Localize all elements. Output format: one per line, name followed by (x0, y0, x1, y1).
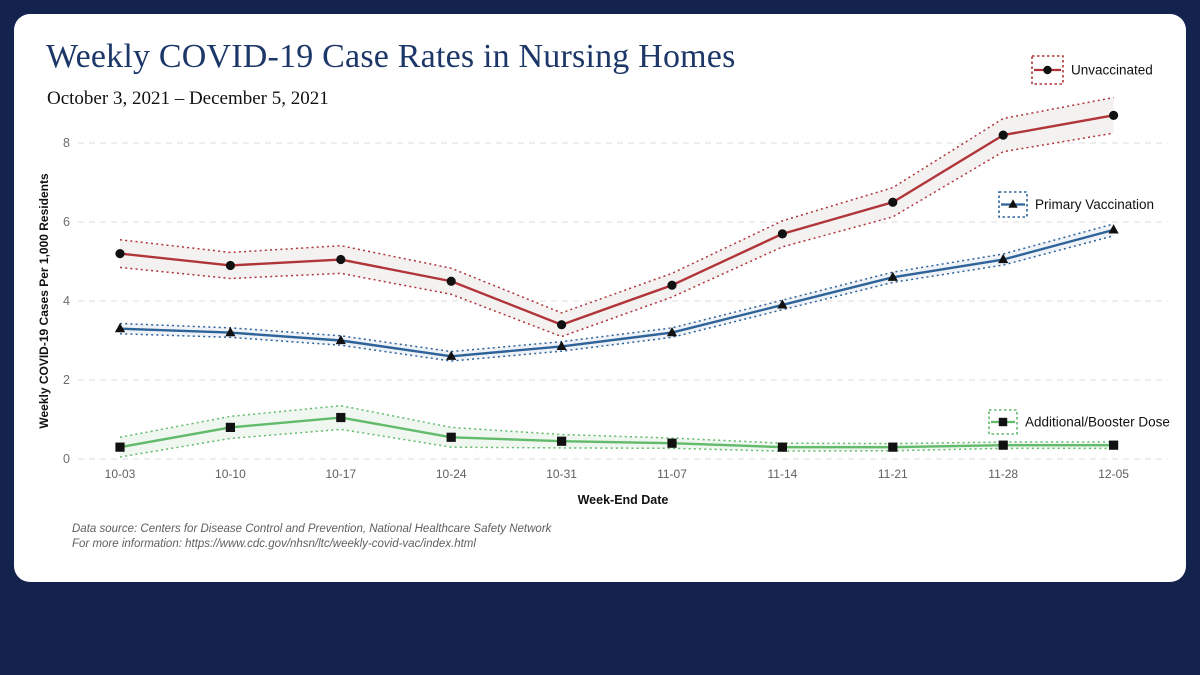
marker-circle (1109, 110, 1119, 120)
marker-square (446, 432, 456, 442)
marker-triangle (777, 299, 788, 309)
y-axis-title: Weekly COVID-19 Cases Per 1,000 Resident… (37, 173, 51, 429)
legend-item-primary-vaccination (998, 191, 1028, 218)
more-info-line: For more information: https://www.cdc.go… (72, 538, 476, 550)
y-tick-label: 0 (63, 452, 70, 466)
marker-triangle (1008, 199, 1018, 208)
ci-band-unvaccinated (120, 97, 1114, 337)
x-tick-label: 11-28 (988, 467, 1018, 481)
marker-triangle (446, 350, 457, 360)
legend-item-additional-booster-dose (988, 409, 1018, 435)
marker-square (225, 422, 235, 432)
marker-square (888, 442, 898, 452)
x-tick-label: 11-21 (878, 467, 908, 481)
ci-lower-additional-booster-dose (119, 428, 1114, 458)
ci-lower-unvaccinated (119, 132, 1114, 338)
data-source-line: Data source: Centers for Disease Control… (72, 523, 552, 535)
x-axis-title: Week-End Date (578, 493, 669, 507)
marker-triangle (998, 253, 1009, 264)
ci-upper-unvaccinated (119, 96, 1114, 314)
y-tick-label: 8 (63, 136, 70, 150)
series-primary-vaccination (114, 223, 1119, 362)
legend-label-unvaccinated: Unvaccinated (1071, 63, 1153, 78)
marker-circle (777, 229, 788, 239)
marker-circle (557, 320, 567, 330)
source-note: Data source: Centers for Disease Control… (72, 522, 551, 552)
marker-square (667, 438, 677, 448)
x-tick-label: 10-03 (105, 467, 136, 481)
marker-triangle (114, 323, 126, 333)
ci-lower-primary-vaccination (119, 235, 1114, 362)
legend-label-additional-booster-dose: Additional/Booster Dose (1025, 415, 1170, 430)
legend-item-unvaccinated (1031, 55, 1064, 85)
marker-triangle (887, 271, 898, 281)
page-title: Weekly COVID-19 Case Rates in Nursing Ho… (46, 38, 736, 75)
y-tick-label: 6 (63, 215, 70, 229)
covid-case-rates-chart: 0 2 4 6 8 10-03 10-10 10-17 10-24 10-31 11-07 11-14… (37, 55, 1170, 507)
series-additional-booster-dose (115, 404, 1119, 458)
marker-triangle (556, 340, 567, 351)
ci-upper-additional-booster-dose (119, 404, 1114, 445)
marker-square (336, 412, 346, 423)
marker-square (1109, 440, 1119, 450)
x-tick-label: 11-07 (657, 467, 687, 481)
marker-triangle (335, 334, 346, 345)
legend-label-primary-vaccination: Primary Vaccination (1035, 197, 1154, 212)
x-tick-label: 11-14 (767, 467, 797, 481)
y-tick-label: 4 (63, 294, 70, 308)
x-tick-label: 10-17 (325, 467, 356, 481)
marker-triangle (225, 327, 236, 337)
x-tick-label: 12-05 (1098, 467, 1129, 481)
line-unvaccinated (119, 114, 1114, 326)
x-tick-label: 10-10 (215, 467, 246, 481)
marker-circle (888, 197, 898, 207)
content-panel: 0 2 4 6 8 10-03 10-10 10-17 10-24 10-31 11-07 11-14… (14, 14, 1186, 582)
marker-triangle (666, 327, 678, 337)
marker-square (998, 440, 1008, 450)
line-primary-vaccination (119, 228, 1114, 358)
marker-triangle (1108, 224, 1119, 234)
x-tick-label: 10-24 (436, 467, 467, 481)
series-unvaccinated (115, 96, 1119, 338)
marker-circle (225, 260, 235, 271)
date-range-subtitle: October 3, 2021 – December 5, 2021 (47, 88, 329, 109)
logo-strip: CDC (0, 582, 1200, 675)
marker-circle (115, 249, 125, 259)
chart-area: 0 2 4 6 8 10-03 10-10 10-17 10-24 10-31 11-07 11-14… (14, 14, 1186, 582)
y-tick-label: 2 (63, 373, 70, 387)
marker-circle (667, 280, 677, 290)
line-additional-booster-dose (119, 416, 1114, 449)
ci-upper-primary-vaccination (119, 223, 1114, 353)
marker-square (115, 442, 125, 452)
marker-circle (336, 254, 346, 265)
marker-square (557, 436, 567, 446)
marker-square (777, 442, 787, 452)
x-tick-label: 10-31 (546, 467, 577, 481)
marker-square (998, 417, 1008, 427)
marker-circle (446, 276, 456, 286)
marker-circle (1043, 65, 1052, 75)
marker-circle (998, 130, 1008, 140)
